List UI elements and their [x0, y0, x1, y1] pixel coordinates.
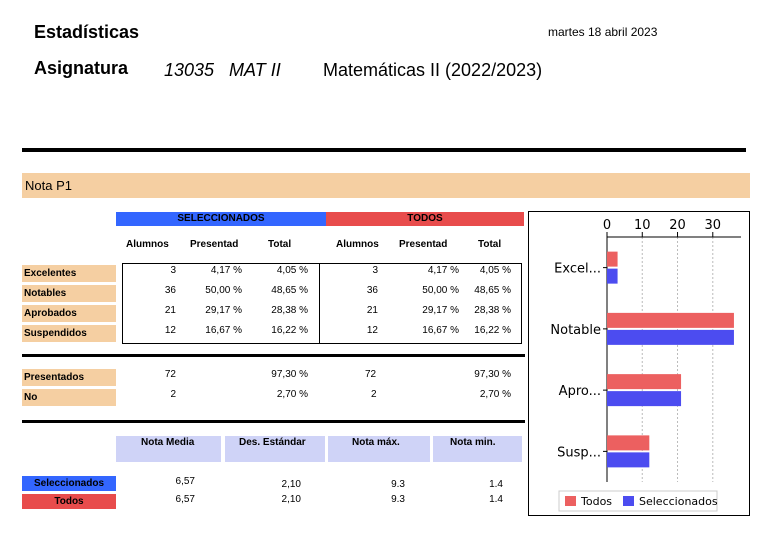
y-tick-label: Apro... — [559, 384, 601, 399]
x-tick-label: 0 — [603, 218, 611, 233]
cell: 6,57 — [175, 476, 195, 487]
cell: 4,17 % — [427, 265, 459, 276]
cell: 97,30 % — [474, 369, 511, 380]
row-label-no: No — [22, 389, 116, 406]
cell: 4,17 % — [210, 265, 242, 276]
asignatura-code: 13035 MAT II — [164, 60, 281, 80]
cell: 9.3 — [391, 479, 405, 490]
bar-todos — [607, 374, 682, 390]
section-title: Nota P1 — [22, 173, 750, 198]
cell: 4,05 % — [276, 265, 308, 276]
cell: 6,57 — [175, 494, 195, 505]
col-header-total-all: Total — [478, 239, 502, 250]
cell: 12 — [366, 325, 378, 336]
col-header-alumnos-sel: Alumnos — [126, 239, 169, 250]
y-tick-label: Susp... — [557, 445, 601, 460]
grade-distribution-chart: 0 10 20 30 Excel... Notable Apro... Susp... Todo… — [550, 218, 741, 512]
stat-label-seleccionados: Seleccionados — [22, 476, 116, 491]
cell: 16,67 % — [422, 325, 459, 336]
cell: 3 — [170, 265, 176, 276]
bar-seleccionados — [607, 329, 734, 345]
bar-seleccionados — [607, 391, 682, 407]
stat-header-bg — [225, 436, 325, 462]
cell: 48,65 % — [474, 285, 511, 296]
asignatura-name: Matemáticas II (2022/2023) — [323, 60, 543, 80]
cell: 97,30 % — [271, 369, 308, 380]
cell: 2,10 — [281, 494, 301, 505]
legend-swatch — [565, 496, 576, 506]
chart-frame: 0 10 20 30 Excel... Notable Apro... Susp... Todo… — [528, 211, 750, 516]
cell: 50,00 % — [205, 285, 242, 296]
cell: 29,17 % — [422, 305, 459, 316]
y-tick-label: Excel... — [554, 262, 601, 277]
cell: 50,00 % — [422, 285, 459, 296]
legend-label: Todos — [580, 495, 612, 508]
cell: 3 — [372, 265, 378, 276]
cell: 16,22 % — [271, 325, 308, 336]
bar-todos — [607, 435, 650, 451]
grades-box-all — [319, 263, 522, 344]
cell: 28,38 % — [474, 305, 511, 316]
stat-header-bg — [328, 436, 430, 462]
cell: 29,17 % — [205, 305, 242, 316]
stat-header-desv: Des. Estándar — [239, 437, 306, 448]
stat-header-media: Nota Media — [141, 437, 195, 448]
cell: 1.4 — [489, 479, 503, 490]
row-label-excelentes: Excelentes — [22, 265, 116, 282]
cell: 2 — [371, 389, 377, 400]
row-label-suspendidos: Suspendidos — [22, 325, 116, 342]
stat-label-todos: Todos — [22, 494, 116, 509]
group-header-all: TODOS — [326, 212, 524, 226]
cell: 2,10 — [281, 479, 301, 490]
legend-label: Seleccionados — [639, 495, 718, 508]
y-tick-label: Notable — [550, 323, 601, 338]
cell: 28,38 % — [271, 305, 308, 316]
col-header-alumnos-all: Alumnos — [336, 239, 379, 250]
stat-header-min: Nota min. — [450, 437, 496, 448]
cell: 16,22 % — [474, 325, 511, 336]
x-tick-label: 20 — [669, 218, 686, 233]
cell: 12 — [164, 325, 176, 336]
x-tick-label: 10 — [634, 218, 651, 233]
row-label-notables: Notables — [22, 285, 116, 302]
stat-header-bg — [433, 436, 522, 462]
header-divider — [22, 148, 746, 152]
cell: 2,70 % — [479, 389, 511, 400]
report-date: martes 18 abril 2023 — [548, 25, 658, 39]
bar-seleccionados — [607, 268, 618, 284]
legend-box — [558, 490, 718, 512]
cell: 16,67 % — [205, 325, 242, 336]
bar-todos — [607, 312, 734, 328]
cell: 36 — [164, 285, 176, 296]
row-label-presentados: Presentados — [22, 369, 116, 386]
col-header-presentad-all: Presentad — [399, 239, 448, 250]
cell: 1.4 — [489, 494, 503, 505]
cell: 9.3 — [391, 494, 405, 505]
row-label-aprobados: Aprobados — [22, 305, 116, 322]
bar-seleccionados — [607, 452, 650, 468]
cell: 2,70 % — [276, 389, 308, 400]
cell: 36 — [366, 285, 378, 296]
table-divider — [22, 354, 525, 357]
cell: 2 — [170, 389, 176, 400]
stat-header-max: Nota máx. — [352, 437, 400, 448]
col-header-total-sel: Total — [268, 239, 292, 250]
cell: 72 — [365, 369, 377, 380]
cell: 72 — [164, 369, 176, 380]
cell: 48,65 % — [271, 285, 308, 296]
page-title: Estadísticas — [34, 22, 140, 42]
cell: 21 — [366, 305, 378, 316]
cell: 21 — [164, 305, 176, 316]
stat-header-bg — [116, 436, 221, 462]
x-tick-label: 30 — [705, 218, 722, 233]
cell: 4,05 % — [479, 265, 511, 276]
col-header-presentad-sel: Presentad — [190, 239, 239, 250]
group-header-selected: SELECCIONADOS — [116, 212, 326, 226]
bar-todos — [607, 251, 618, 267]
legend-swatch — [623, 496, 634, 506]
stats-divider — [22, 420, 525, 423]
asignatura-label: Asignatura — [34, 58, 129, 78]
